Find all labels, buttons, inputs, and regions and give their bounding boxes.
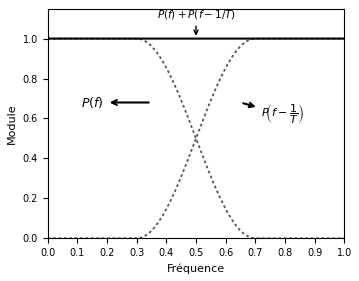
X-axis label: Fréquence: Fréquence — [167, 264, 225, 274]
Y-axis label: Module: Module — [7, 103, 17, 144]
Text: $P(f)$: $P(f)$ — [81, 95, 149, 110]
Text: $P\!\left(f-\dfrac{1}{T}\right)$: $P\!\left(f-\dfrac{1}{T}\right)$ — [243, 103, 305, 126]
Text: $P(f) + P(f-1/T)$: $P(f) + P(f-1/T)$ — [157, 8, 236, 34]
